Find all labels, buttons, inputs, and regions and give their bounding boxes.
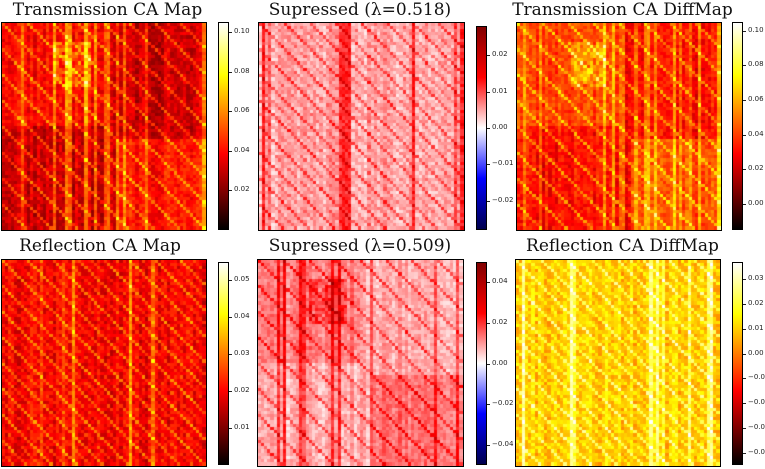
colorbar-reflection-ca-diffmap (732, 262, 743, 465)
colorbar-tick-label: 0.00 (748, 199, 764, 207)
title-supressed-0509: Supressed (λ=0.509) (268, 236, 452, 256)
colorbar-tick-label: 0.06 (748, 95, 764, 103)
colorbar-tick-mark (229, 280, 232, 281)
colorbar-tick-label: 0.02 (748, 164, 764, 172)
colorbar-tick-label: 0.08 (748, 60, 764, 68)
colorbar-tick-label: 0.02 (492, 318, 508, 326)
colorbar-tick-label: 0.02 (234, 185, 250, 193)
colorbar-tick-label: −0.01 (748, 373, 765, 381)
colorbar-tick-mark (743, 329, 746, 330)
colorbar-tick-label: −0.02 (492, 399, 514, 407)
title-transmission-ca-diffmap: Transmission CA DiffMap (512, 0, 733, 20)
colorbar-reflection-ca-map (218, 262, 229, 465)
heatmap-reflection-ca-map (1, 259, 207, 467)
colorbar-tick-label: 0.05 (234, 275, 250, 283)
colorbar-tick-mark (229, 391, 232, 392)
colorbar-tick-label: 0.04 (492, 277, 508, 285)
title-supressed-0518: Supressed (λ=0.518) (268, 0, 452, 20)
colorbar-tick-mark (743, 453, 746, 454)
colorbar-tick-label: −0.04 (492, 440, 514, 448)
colorbar-tick-label: 0.10 (748, 26, 764, 34)
colorbar-tick-label: −0.03 (748, 423, 765, 431)
heatmap-transmission-ca-map (1, 22, 207, 231)
title-transmission-ca-map: Transmission CA Map (12, 0, 203, 20)
colorbar-tick-mark (743, 31, 746, 32)
colorbar-tick-mark (487, 55, 490, 56)
colorbar-tick-label: 0.06 (234, 106, 250, 114)
colorbar-tick-mark (487, 323, 490, 324)
colorbar-tick-mark (229, 151, 232, 152)
colorbar-tick-label: 0.03 (748, 274, 764, 282)
colorbar-tick-label: 0.00 (748, 349, 764, 357)
colorbar-tick-mark (487, 445, 490, 446)
colorbar-tick-mark (743, 279, 746, 280)
colorbar-tick-label: 0.03 (234, 349, 250, 357)
title-reflection-ca-diffmap: Reflection CA DiffMap (526, 236, 719, 256)
colorbar-supressed-0518 (476, 26, 487, 230)
colorbar-tick-mark (743, 428, 746, 429)
colorbar-tick-label: 0.01 (492, 87, 508, 95)
colorbar-tick-mark (487, 364, 490, 365)
colorbar-transmission-ca-map (218, 22, 229, 230)
colorbar-tick-mark (229, 428, 232, 429)
heatmap-supressed-0509 (257, 259, 464, 467)
colorbar-tick-mark (743, 354, 746, 355)
colorbar-tick-label: 0.08 (234, 67, 250, 75)
colorbar-tick-mark (229, 354, 232, 355)
colorbar-tick-mark (743, 169, 746, 170)
colorbar-tick-mark (487, 404, 490, 405)
colorbar-tick-label: 0.01 (234, 423, 250, 431)
colorbar-tick-mark (487, 92, 490, 93)
colorbar-tick-mark (487, 164, 490, 165)
colorbar-tick-mark (743, 378, 746, 379)
colorbar-tick-mark (743, 304, 746, 305)
colorbar-tick-label: 0.04 (234, 146, 250, 154)
colorbar-tick-mark (743, 204, 746, 205)
colorbar-tick-label: 0.00 (492, 359, 508, 367)
colorbar-tick-label: −0.01 (492, 159, 514, 167)
colorbar-tick-mark (743, 135, 746, 136)
colorbar-tick-mark (487, 201, 490, 202)
colorbar-tick-label: 0.00 (492, 123, 508, 131)
colorbar-tick-mark (229, 111, 232, 112)
colorbar-tick-mark (743, 65, 746, 66)
colorbar-tick-label: 0.10 (234, 27, 250, 35)
colorbar-tick-label: 0.02 (234, 386, 250, 394)
heatmap-reflection-ca-diffmap (515, 259, 721, 467)
colorbar-tick-label: −0.04 (748, 448, 765, 456)
title-reflection-ca-map: Reflection CA Map (19, 236, 181, 256)
colorbar-tick-label: 0.01 (748, 324, 764, 332)
colorbar-tick-mark (229, 32, 232, 33)
colorbar-supressed-0509 (476, 262, 487, 465)
colorbar-tick-mark (229, 72, 232, 73)
colorbar-tick-label: 0.02 (492, 50, 508, 58)
colorbar-tick-mark (229, 317, 232, 318)
colorbar-tick-mark (487, 128, 490, 129)
colorbar-tick-label: −0.02 (492, 196, 514, 204)
colorbar-tick-label: 0.02 (748, 299, 764, 307)
colorbar-tick-mark (743, 100, 746, 101)
colorbar-tick-label: 0.04 (748, 130, 764, 138)
colorbar-tick-label: −0.02 (748, 398, 765, 406)
colorbar-tick-mark (487, 282, 490, 283)
colorbar-transmission-ca-diffmap (732, 22, 743, 230)
colorbar-tick-mark (743, 403, 746, 404)
heatmap-supressed-0518 (258, 22, 465, 231)
colorbar-tick-mark (229, 190, 232, 191)
colorbar-tick-label: 0.04 (234, 312, 250, 320)
heatmap-transmission-ca-diffmap (516, 22, 722, 231)
